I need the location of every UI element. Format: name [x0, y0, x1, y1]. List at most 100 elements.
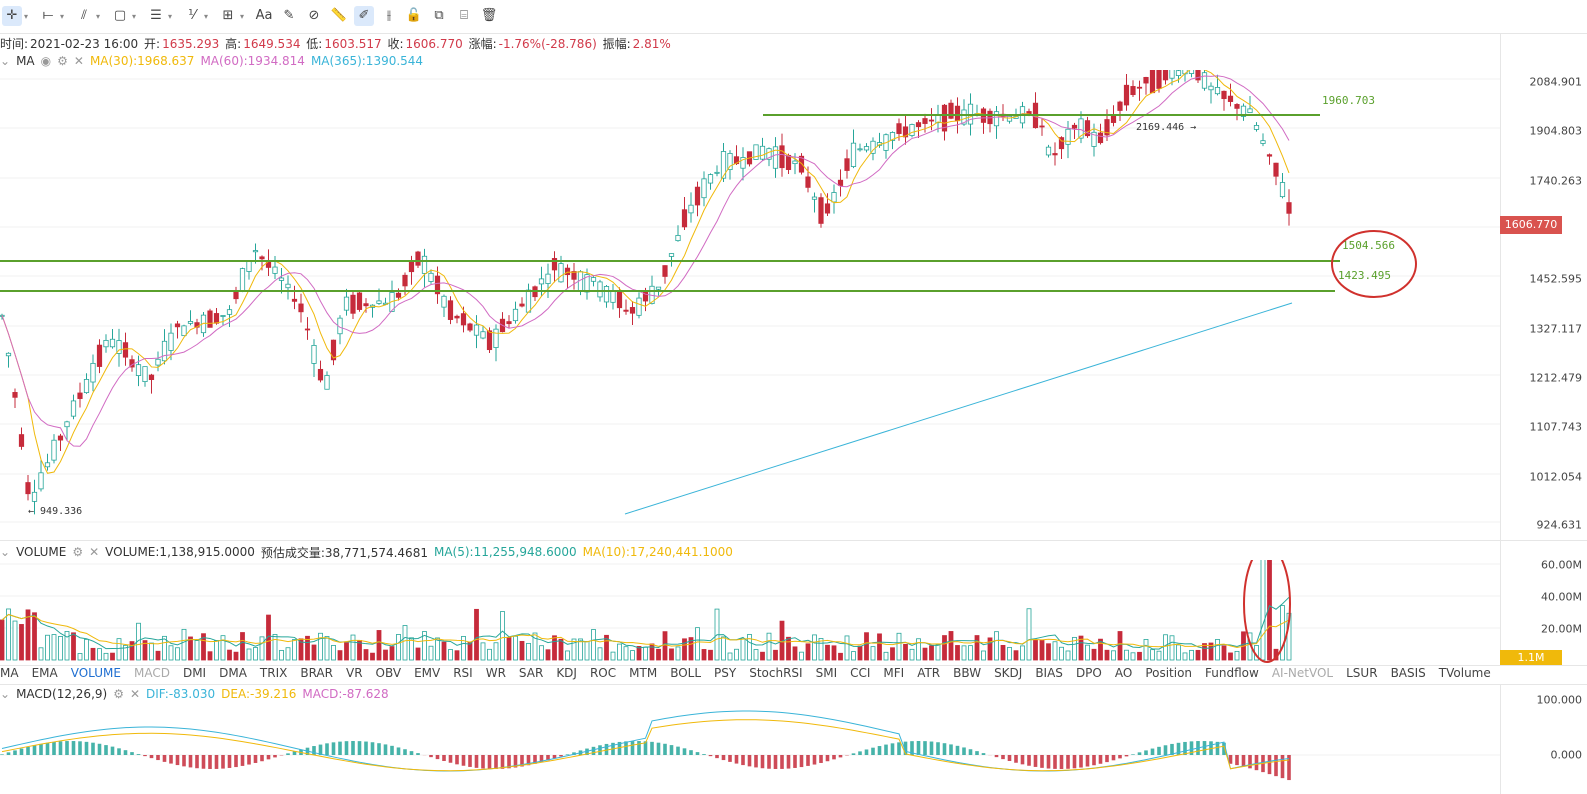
close-label: 收: [387, 37, 404, 51]
volume-chart[interactable] [0, 560, 1500, 664]
volume-bar [467, 641, 473, 661]
ruler-tool-button[interactable]: 📏 [329, 6, 349, 26]
pattern-tool-button[interactable]: ⅟ ▾ [182, 6, 208, 26]
chevron-down-icon[interactable]: ▾ [132, 11, 137, 21]
candle-body [324, 375, 330, 390]
volume-bar [409, 637, 414, 661]
macd-axis[interactable]: 100.000 0.000 [1500, 685, 1587, 794]
chevron-down-icon[interactable]: ▾ [24, 11, 29, 21]
indicator-tab-roc[interactable]: ROC [589, 666, 617, 680]
close-icon[interactable]: ✕ [129, 687, 141, 701]
indicator-tab-dma[interactable]: DMA [219, 666, 247, 680]
link-tool-button[interactable]: ⫲ [379, 6, 399, 26]
indicator-tab-vr[interactable]: VR [345, 666, 363, 680]
eye-icon[interactable]: ◉ [40, 54, 52, 68]
rectangle-tool-button[interactable]: ▢ ▾ [110, 6, 136, 26]
indicator-tab-boll[interactable]: BOLL [670, 666, 702, 680]
chevron-down-icon[interactable]: ▾ [96, 11, 101, 21]
macd-histogram-bar [1066, 755, 1070, 769]
indicator-tab-wr[interactable]: WR [485, 666, 506, 680]
indicator-tab-stochrsi[interactable]: StochRSI [749, 666, 803, 680]
indicator-tab-atr[interactable]: ATR [917, 666, 941, 680]
indicator-tab-macd[interactable]: MACD [133, 666, 170, 680]
lock-tool-button[interactable]: 🔓 [404, 6, 424, 26]
indicator-tab-volume[interactable]: VOLUME [70, 666, 121, 680]
macd-histogram-bar [968, 749, 973, 755]
candle-body [1052, 153, 1058, 156]
indicator-tab-dpo[interactable]: DPO [1075, 666, 1102, 680]
macd-histogram-bar [1098, 755, 1103, 764]
macd-histogram-bar [897, 742, 901, 755]
trend-line-tool-button[interactable]: ⫽ ▾ [74, 6, 100, 26]
indicator-tab-ai-netvol[interactable]: AI-NetVOL [1271, 666, 1334, 680]
indicator-tab-sar[interactable]: SAR [518, 666, 544, 680]
visibility-tool-button[interactable]: ⌸ [454, 6, 474, 26]
fib-tool-button[interactable]: ☰ ▾ [146, 6, 172, 26]
price-axis[interactable]: 2084.901 1904.803 1740.263 1452.595 1327.117… [1500, 33, 1587, 540]
macd-histogram-bar [1105, 755, 1109, 763]
chevron-down-icon[interactable]: ▾ [60, 11, 65, 21]
brush-tool-button[interactable]: ✎ [279, 6, 299, 26]
macd-histogram-bar [468, 755, 472, 767]
indicator-tab-brar[interactable]: BRAR [300, 666, 333, 680]
indicator-tab-lsur[interactable]: LSUR [1346, 666, 1378, 680]
close-icon[interactable]: ✕ [73, 54, 84, 68]
measure-tool-button[interactable]: ⊞ ▾ [218, 6, 244, 26]
copy-tool-button[interactable]: ⧉ [429, 6, 449, 26]
indicator-tab-mtm[interactable]: MTM [629, 666, 658, 680]
collapse-icon[interactable]: ⌄ [0, 54, 11, 68]
chevron-down-icon[interactable]: ▾ [240, 11, 245, 21]
chevron-down-icon[interactable]: ▾ [204, 11, 209, 21]
volume-current-tag: 1.1M [1500, 650, 1562, 666]
indicator-tab-ma[interactable]: MA [0, 666, 19, 680]
indicator-tab-ao[interactable]: AO [1114, 666, 1133, 680]
candle-body [1065, 128, 1071, 145]
indicator-tab-emv[interactable]: EMV [414, 666, 441, 680]
indicator-tab-cci[interactable]: CCI [850, 666, 871, 680]
indicator-tab-mfi[interactable]: MFI [883, 666, 905, 680]
candle-body [545, 273, 551, 284]
indicator-tab-rsi[interactable]: RSI [453, 666, 473, 680]
indicator-tab-tvolume[interactable]: TVolume [1438, 666, 1491, 680]
macd-histogram-bar [975, 751, 979, 755]
indicator-tab-dmi[interactable]: DMI [182, 666, 207, 680]
collapse-icon[interactable]: ⌄ [0, 545, 11, 559]
indicator-tab-bbw[interactable]: BBW [953, 666, 982, 680]
macd-histogram-bar [1144, 750, 1148, 755]
indicator-tab-bias[interactable]: BIAS [1035, 666, 1063, 680]
indicator-tab-obv[interactable]: OBV [375, 666, 402, 680]
macd-chart[interactable] [0, 704, 1500, 794]
magnet-tool-button[interactable]: ⊘ [304, 6, 324, 26]
candlestick-chart[interactable]: 1960.703 1504.566 1423.495 2169.446 → ← 949.… [0, 70, 1500, 540]
indicator-tab-position[interactable]: Position [1145, 666, 1193, 680]
lock-tool-icon: 🔓 [405, 8, 423, 23]
indicator-tab-smi[interactable]: SMI [815, 666, 838, 680]
macd-histogram-bar [520, 755, 524, 767]
close-icon[interactable]: ✕ [89, 545, 100, 559]
indicator-tab-trix[interactable]: TRIX [259, 666, 288, 680]
candle-body [571, 271, 577, 280]
indicator-tab-fundflow[interactable]: Fundflow [1205, 666, 1259, 680]
collapse-icon[interactable]: ⌄ [0, 687, 11, 701]
volume-bar [1130, 652, 1136, 661]
volume-bar [51, 634, 57, 661]
volume-bar [760, 651, 765, 661]
indicator-tab-kdj[interactable]: KDJ [556, 666, 577, 680]
indicator-tab-psy[interactable]: PSY [714, 666, 737, 680]
crosshair-tool-button[interactable]: ✛ ▾ [2, 6, 28, 26]
settings-gear-icon[interactable]: ⚙ [57, 54, 68, 68]
text-tool-button[interactable]: Aa [254, 6, 274, 26]
indicator-tab-ema[interactable]: EMA [31, 666, 58, 680]
macd-histogram-bar [1241, 755, 1246, 767]
volume-axis[interactable]: 60.00M 40.00M 20.00M [1500, 541, 1587, 665]
trash-button[interactable]: 🗑 [479, 6, 499, 26]
indicator-tab-basis[interactable]: BASIS [1390, 666, 1426, 680]
settings-gear-icon[interactable]: ⚙ [113, 687, 124, 701]
volume-bar [305, 635, 310, 661]
settings-gear-icon[interactable]: ⚙ [72, 545, 84, 559]
pen-tool-button[interactable]: ✐ [354, 6, 374, 26]
indicator-tab-skdj[interactable]: SKDJ [994, 666, 1023, 680]
horizontal-line-tool-button[interactable]: ⟝ ▾ [38, 6, 64, 26]
macd-histogram-bar [253, 755, 258, 763]
chevron-down-icon[interactable]: ▾ [168, 11, 173, 21]
